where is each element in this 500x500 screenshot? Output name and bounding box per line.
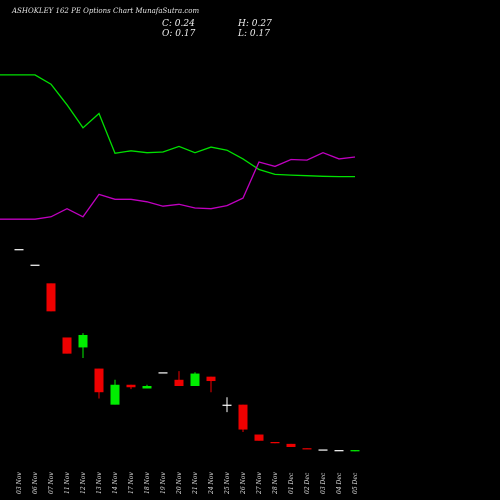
- candle-body: [286, 443, 296, 447]
- candle-body: [46, 283, 56, 312]
- candle-body: [350, 450, 360, 452]
- indicator-line-1: [0, 74, 355, 178]
- candle-body: [222, 404, 232, 406]
- x-tick-label: 05 Dec: [352, 472, 359, 494]
- high-value: 0.27: [251, 19, 272, 29]
- indicator-line-2: [0, 151, 356, 220]
- x-tick-label: 28 Nov: [272, 472, 279, 495]
- chart-title: ASHOKLEY 162 PE Options Chart MunafaSutr…: [12, 7, 200, 15]
- x-tick-label: 24 Nov: [208, 472, 215, 495]
- x-tick-label: 13 Nov: [96, 472, 103, 494]
- x-tick-label: 18 Nov: [144, 472, 151, 494]
- x-tick-label: 01 Dec: [288, 472, 295, 494]
- x-tick-label: 20 Nov: [176, 472, 183, 495]
- x-tick-label: 04 Dec: [336, 472, 343, 494]
- x-tick-label: 19 Nov: [160, 472, 167, 494]
- candle-body: [238, 404, 248, 430]
- x-tick-label: 25 Nov: [224, 472, 231, 495]
- x-tick-label: 03 Nov: [16, 472, 23, 494]
- x-tick-label: 11 Nov: [64, 472, 71, 494]
- candle-body: [30, 264, 40, 266]
- candle-body: [206, 376, 216, 382]
- candle-body: [174, 379, 184, 386]
- low-readout: L: 0.17: [238, 29, 270, 39]
- x-tick-label: 17 Nov: [128, 472, 135, 494]
- candle-body: [94, 368, 104, 393]
- candle-body: [142, 386, 152, 389]
- x-tick-label: 02 Dec: [304, 472, 311, 494]
- candle-body: [190, 373, 200, 386]
- candle-body: [334, 450, 344, 452]
- x-tick-label: 21 Nov: [192, 472, 199, 495]
- candle-body: [78, 334, 88, 348]
- candle-body: [254, 434, 264, 441]
- x-tick-label: 27 Nov: [256, 472, 263, 495]
- candle-body: [158, 372, 168, 374]
- x-tick-label: 12 Nov: [80, 472, 87, 494]
- high-readout: H: 0.27: [238, 19, 272, 29]
- candle-body: [318, 449, 328, 451]
- x-tick-label: 14 Nov: [112, 472, 119, 494]
- x-tick-label: 26 Nov: [240, 472, 247, 495]
- open-readout: O: 0.17: [162, 29, 196, 39]
- candle-body: [302, 448, 312, 450]
- x-tick-label: 06 Nov: [32, 472, 39, 494]
- candle-body: [126, 384, 136, 388]
- close-value: 0.24: [174, 19, 195, 29]
- candle-body: [14, 249, 24, 251]
- close-readout: C: 0.24: [162, 19, 195, 29]
- low-value: 0.17: [249, 29, 270, 39]
- x-tick-label: 03 Dec: [320, 472, 327, 494]
- open-value: 0.17: [175, 29, 196, 39]
- candle-body: [62, 337, 72, 354]
- x-tick-label: 07 Nov: [48, 472, 55, 494]
- candle-body: [110, 384, 120, 405]
- candle-body: [270, 442, 280, 444]
